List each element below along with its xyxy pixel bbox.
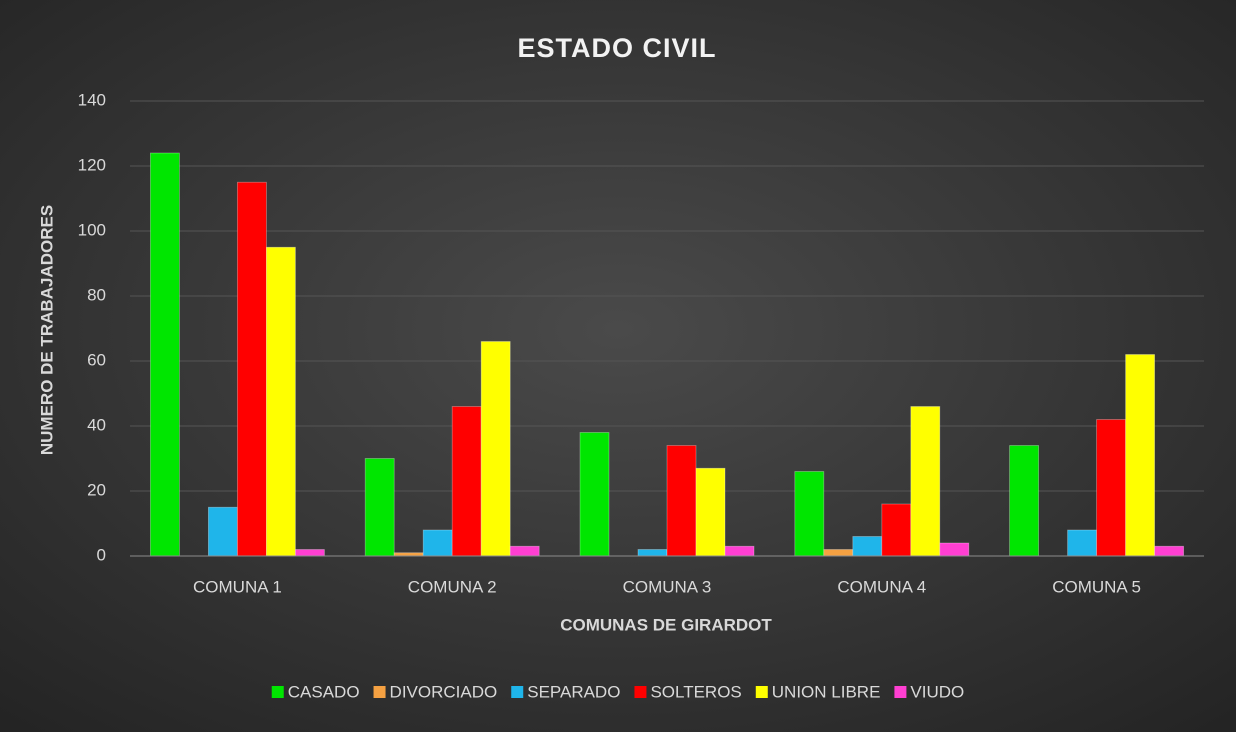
y-tick-label: 80 <box>87 285 106 304</box>
bar <box>637 549 668 557</box>
bar <box>509 545 540 557</box>
x-tick-label: COMUNA 4 <box>837 577 926 596</box>
bar <box>724 545 755 557</box>
legend-label: CASADO <box>288 682 360 701</box>
bar <box>1067 529 1097 557</box>
bar <box>236 181 267 557</box>
bar <box>823 549 854 557</box>
legend-swatch <box>894 686 907 698</box>
bar <box>695 467 726 557</box>
bar <box>666 445 697 557</box>
bar <box>852 536 883 557</box>
y-tick-label: 100 <box>78 220 106 239</box>
bar <box>1096 419 1126 557</box>
bar <box>910 406 941 557</box>
legend-label: VIUDO <box>910 682 964 701</box>
bar <box>1154 545 1184 557</box>
bar <box>1125 354 1155 557</box>
y-tick-label: 120 <box>78 155 106 174</box>
legend-label: DIVORCIADO <box>390 682 498 701</box>
legend: CASADO DIVORCIADO SEPARADO SOLTEROS UNION LI… <box>271 682 964 701</box>
y-tick-label: 0 <box>97 545 106 564</box>
bar <box>364 458 395 557</box>
bar <box>294 549 325 557</box>
legend-swatch <box>373 686 386 698</box>
bar <box>939 542 970 557</box>
bar <box>579 432 610 557</box>
x-tick-label: COMUNA 3 <box>623 577 712 596</box>
x-tick-label: COMUNA 1 <box>193 577 282 596</box>
legend-swatch <box>511 686 524 698</box>
bar <box>451 406 482 557</box>
legend-swatch <box>755 686 768 698</box>
x-tick-label: COMUNA 2 <box>408 577 497 596</box>
y-tick-label: 60 <box>87 350 106 369</box>
chart-title: ESTADO CIVIL <box>517 33 716 63</box>
y-tick-label: 20 <box>87 480 106 499</box>
bar <box>265 246 296 557</box>
bar <box>1009 445 1039 557</box>
y-tick-label: 140 <box>78 90 106 109</box>
bar <box>149 152 180 557</box>
bar <box>794 471 825 557</box>
x-tick-label: COMUNA 5 <box>1052 577 1141 596</box>
legend-label: UNION LIBRE <box>772 682 881 701</box>
legend-label: SOLTEROS <box>650 682 741 701</box>
bar <box>881 503 912 557</box>
y-axis-title: NUMERO DE TRABAJADORES <box>37 205 56 455</box>
x-axis-title: COMUNAS DE GIRARDOT <box>560 615 772 634</box>
bar <box>480 341 511 557</box>
bar <box>207 506 238 557</box>
legend-swatch <box>634 686 647 698</box>
y-tick-label: 40 <box>87 415 106 434</box>
bar <box>422 529 453 557</box>
legend-label: SEPARADO <box>527 682 620 701</box>
legend-swatch <box>271 686 284 698</box>
